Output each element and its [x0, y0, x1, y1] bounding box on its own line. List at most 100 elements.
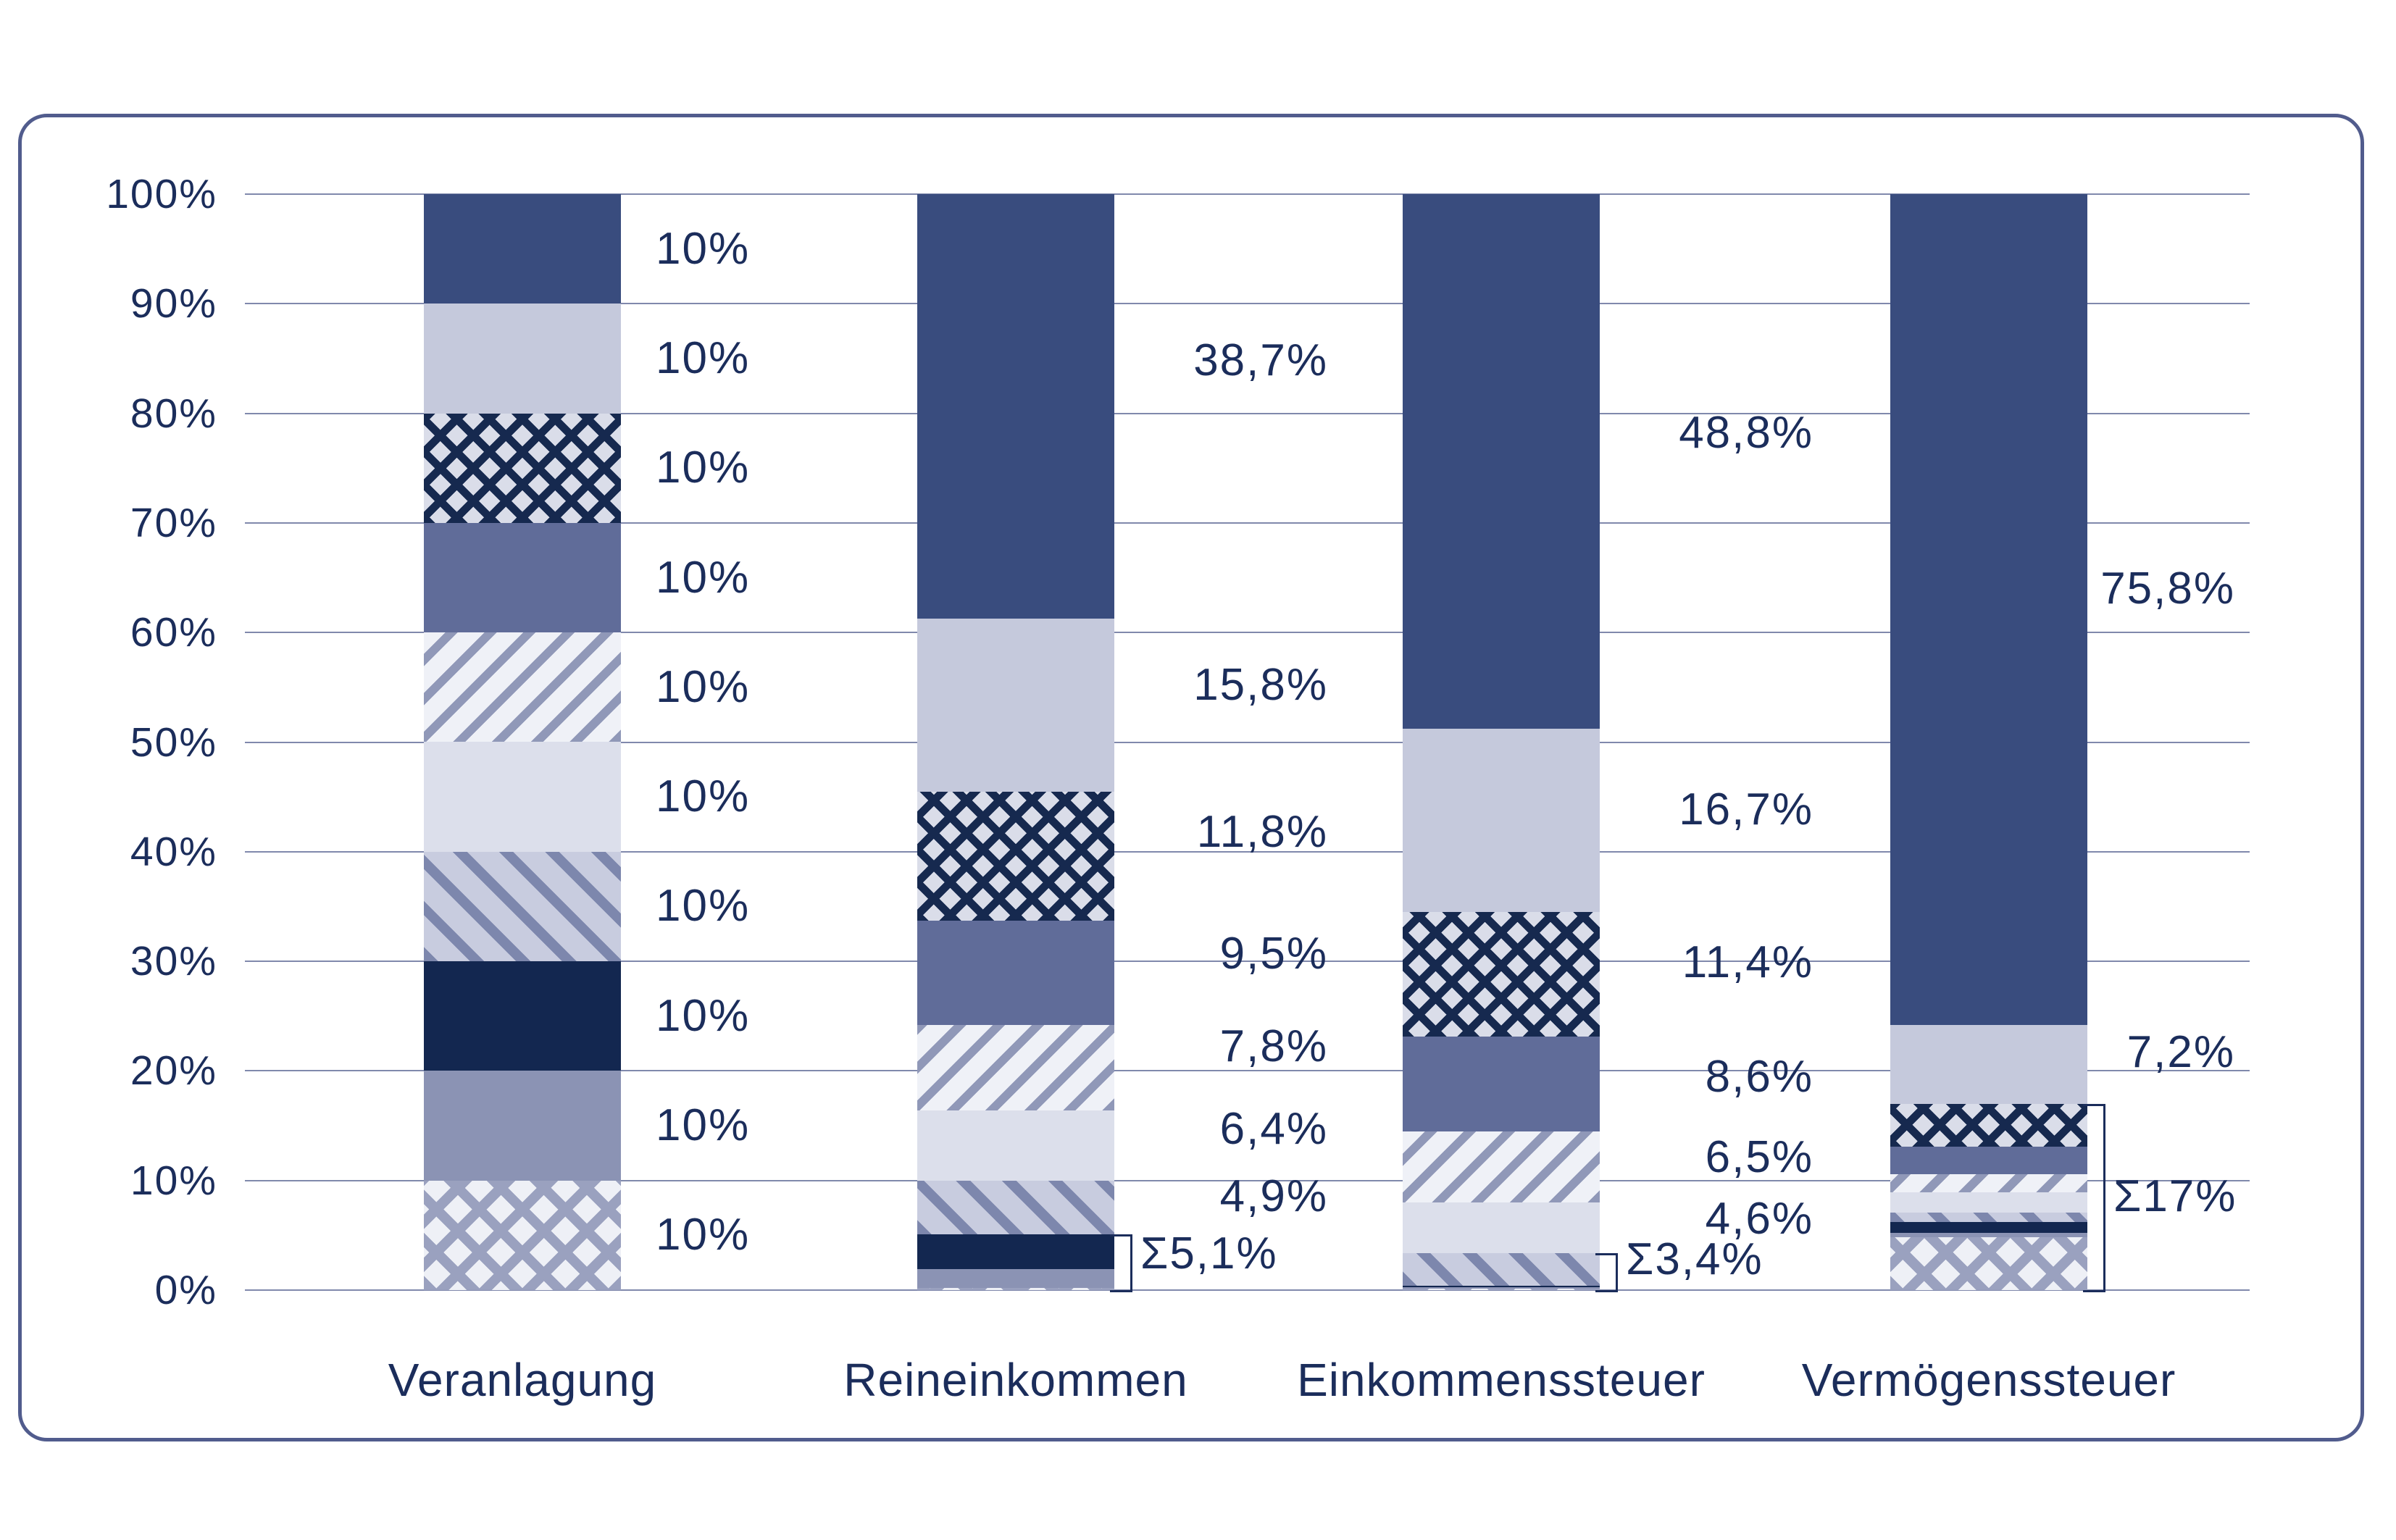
- bar-segment-d2: [1890, 1233, 2087, 1237]
- bar-segment-d1: [917, 1287, 1114, 1290]
- value-label: 10%: [656, 990, 751, 1041]
- value-label: 10%: [656, 881, 751, 932]
- y-axis-tick-label: 90%: [130, 280, 217, 327]
- gridline-0: [245, 1289, 2250, 1291]
- value-label: 7,2%: [2126, 1026, 2235, 1077]
- x-axis-label-1: Veranlagung: [388, 1354, 657, 1406]
- value-label: 10%: [656, 443, 751, 493]
- bar-segment-d2: [424, 1071, 621, 1181]
- gridline-20: [245, 1070, 2250, 1072]
- y-axis-tick-label: 80%: [130, 390, 217, 437]
- bar-segment-d3: [1403, 1285, 1600, 1288]
- bar-segment-d7: [424, 522, 621, 633]
- bar-segment-d10: [1403, 194, 1600, 729]
- bar-segment-d3: [1890, 1222, 2087, 1234]
- sum-bracket: [2083, 1103, 2105, 1292]
- bar-segment-d8: [1403, 912, 1600, 1037]
- bar-segment-d10: [1890, 194, 2087, 1025]
- bar-vermögenssteuer: [1890, 194, 2087, 1290]
- bar-segment-d9: [424, 304, 621, 414]
- bar-segment-d4: [424, 851, 621, 962]
- y-axis-tick-label: 40%: [130, 828, 217, 875]
- bar-segment-d1: [1890, 1236, 2087, 1290]
- gridline-30: [245, 961, 2250, 963]
- bar-segment-d3: [917, 1234, 1114, 1270]
- gridline-40: [245, 850, 2250, 853]
- bar-segment-d4: [917, 1180, 1114, 1234]
- bar-segment-d4: [1890, 1212, 2087, 1223]
- bar-segment-d10: [424, 194, 621, 304]
- y-axis-tick-label: 0%: [154, 1267, 217, 1313]
- y-axis-tick-label: 60%: [130, 609, 217, 656]
- x-axis-label-3: Einkommenssteuer: [1297, 1354, 1706, 1406]
- bar-segment-d8: [1890, 1103, 2087, 1147]
- gridline-70: [245, 522, 2250, 524]
- value-label: 8,6%: [1705, 1052, 1813, 1102]
- bar-reineinkommen: [917, 194, 1114, 1290]
- bar-segment-d7: [917, 921, 1114, 1025]
- bar-segment-d8: [917, 791, 1114, 921]
- value-label: 15,8%: [1193, 659, 1328, 710]
- bar-segment-d1: [1403, 1289, 1600, 1290]
- bar-segment-d3: [424, 961, 621, 1071]
- value-label: 48,8%: [1679, 407, 1813, 458]
- bar-segment-d9: [1890, 1024, 2087, 1104]
- bar-segment-d9: [1403, 729, 1600, 912]
- bar-segment-d4: [1403, 1252, 1600, 1286]
- gridline-80: [245, 412, 2250, 414]
- bar-segment-d5: [424, 742, 621, 852]
- y-axis-tick-label: 10%: [130, 1157, 217, 1204]
- y-axis-tick-label: 70%: [130, 499, 217, 546]
- bar-segment-d2: [917, 1269, 1114, 1288]
- value-label: 16,7%: [1679, 784, 1813, 835]
- bar-segment-d5: [1403, 1202, 1600, 1253]
- value-label: 4,9%: [1219, 1171, 1328, 1222]
- gridline-90: [245, 303, 2250, 305]
- bar-segment-d6: [1403, 1131, 1600, 1202]
- sum-bracket: [1110, 1234, 1132, 1292]
- x-axis-label-2: Reineinkommen: [843, 1354, 1188, 1406]
- value-label: 75,8%: [2100, 563, 2235, 614]
- bar-segment-d7: [1890, 1146, 2087, 1174]
- value-label: 10%: [656, 223, 751, 274]
- value-label: 7,8%: [1219, 1021, 1328, 1072]
- bar-segment-d5: [917, 1110, 1114, 1181]
- sum-bracket: [1595, 1252, 1618, 1292]
- sum-label: Σ5,1%: [1140, 1229, 1278, 1279]
- value-label: 6,4%: [1219, 1103, 1328, 1154]
- gridline-100: [245, 193, 2250, 195]
- gridline-10: [245, 1179, 2250, 1181]
- value-label: 10%: [656, 1210, 751, 1260]
- sum-label: Σ17%: [2113, 1171, 2237, 1222]
- value-label: 11,8%: [1196, 806, 1328, 857]
- value-label: 10%: [656, 1100, 751, 1151]
- x-axis-label-4: Vermögenssteuer: [1801, 1354, 2176, 1406]
- y-axis-tick-label: 100%: [106, 171, 217, 217]
- bar-einkommenssteuer: [1403, 194, 1600, 1290]
- value-label: 38,7%: [1193, 335, 1328, 385]
- gridline-60: [245, 632, 2250, 634]
- bar-segment-d6: [917, 1024, 1114, 1110]
- value-label: 10%: [656, 771, 751, 822]
- value-label: 10%: [656, 332, 751, 383]
- y-axis-tick-label: 50%: [130, 719, 217, 766]
- chart-card: 0% 10% 20% 30% 40% 50% 60% 70% 80% 90% 100% 10% 10% 1…: [18, 114, 2364, 1441]
- value-label: 11,4%: [1682, 937, 1813, 987]
- bar-segment-d6: [1890, 1173, 2087, 1193]
- bar-segment-d7: [1403, 1037, 1600, 1131]
- value-label: 6,5%: [1705, 1131, 1813, 1182]
- value-label: 9,5%: [1219, 928, 1328, 979]
- bar-segment-d8: [424, 413, 621, 523]
- y-axis-tick-label: 30%: [130, 938, 217, 985]
- gridline-50: [245, 741, 2250, 743]
- bar-segment-d1: [424, 1180, 621, 1290]
- bar-veranlagung: [424, 194, 621, 1290]
- value-label: 10%: [656, 661, 751, 712]
- bar-segment-d6: [424, 632, 621, 742]
- value-label: 4,6%: [1705, 1193, 1813, 1244]
- sum-label: Σ3,4%: [1626, 1234, 1763, 1284]
- bar-segment-d9: [917, 618, 1114, 792]
- y-axis-tick-label: 20%: [130, 1047, 217, 1095]
- value-label: 10%: [656, 552, 751, 603]
